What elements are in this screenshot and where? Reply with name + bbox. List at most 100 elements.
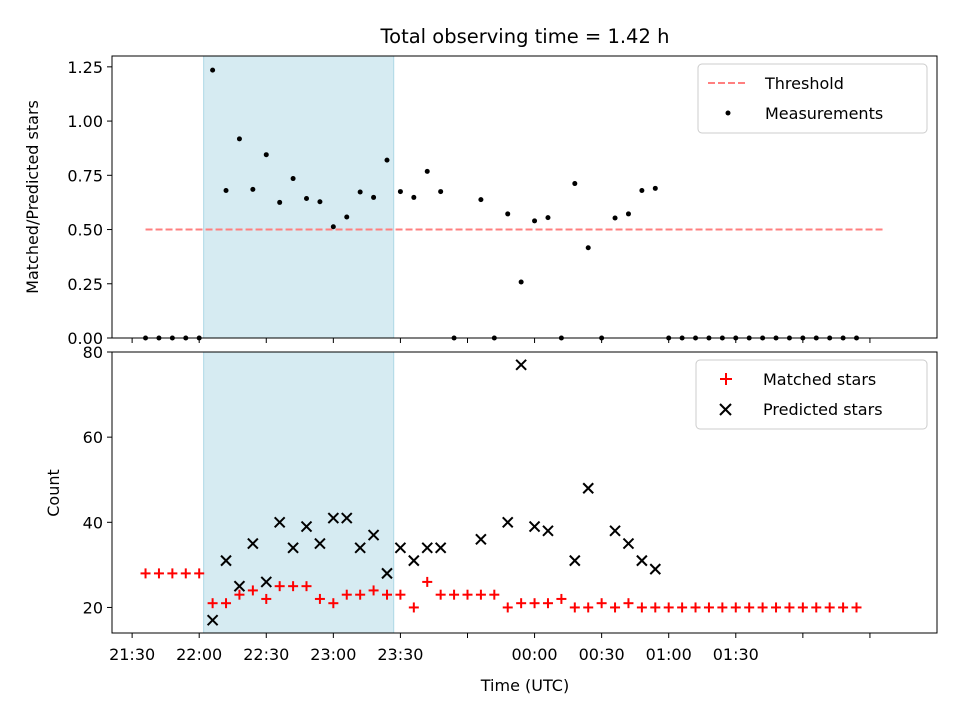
matched-stars-point: [838, 602, 849, 613]
predicted-stars-point: [394, 542, 407, 554]
measurement-point: [304, 196, 310, 202]
matched-stars-point: [301, 581, 312, 592]
legend-threshold-label: Threshold: [764, 74, 844, 93]
predicted-stars-point: [273, 516, 286, 529]
y-tick-label: 20: [83, 598, 103, 617]
matched-stars-point: [247, 585, 258, 596]
measurement-point: [438, 189, 444, 195]
legend-matched-label: Matched stars: [763, 370, 876, 389]
matched-stars-point: [797, 602, 808, 613]
matched-stars-point: [623, 598, 634, 609]
matched-stars-point: [703, 602, 714, 613]
matched-stars-point: [784, 602, 795, 613]
matched-stars-point: [583, 602, 594, 613]
x-tick-label: 21:30: [109, 645, 155, 664]
observing-window-span: [203, 55, 395, 339]
matched-stars-point: [167, 568, 178, 579]
matched-stars-point: [771, 602, 782, 613]
measurement-point: [411, 194, 417, 200]
predicted-stars-point: [582, 482, 594, 494]
predicted-stars-point: [300, 520, 313, 533]
predicted-stars-point: [569, 554, 581, 567]
measurement-point: [236, 136, 242, 142]
matched-stars-point: [757, 602, 768, 613]
matched-stars-point: [677, 602, 688, 613]
predicted-stars-point: [475, 533, 487, 546]
matched-stars-point: [395, 589, 406, 600]
y-tick-label: 0.25: [67, 275, 103, 294]
predicted-stars-point: [327, 512, 340, 524]
measurement-point: [290, 176, 296, 182]
x-tick-label: 00:00: [512, 645, 558, 664]
predicted-stars-point: [542, 525, 554, 537]
y-tick-label: 1.00: [67, 112, 103, 131]
predicted-stars-point: [636, 554, 648, 567]
predicted-stars-point: [622, 537, 635, 550]
predicted-stars-point: [381, 567, 393, 580]
x-tick-label: 22:00: [176, 645, 222, 664]
matched-stars-point: [744, 602, 755, 613]
measurement-point: [505, 211, 511, 217]
predicted-stars-point: [247, 537, 259, 550]
x-tick-label: 22:30: [243, 645, 289, 664]
predicted-stars-point: [528, 520, 541, 533]
measurement-point: [344, 214, 350, 220]
matched-stars-point: [341, 589, 352, 600]
matched-stars-point: [462, 589, 473, 600]
measurement-point: [397, 189, 403, 195]
legend-predicted-label: Predicted stars: [763, 400, 883, 419]
matched-stars-point: [811, 602, 822, 613]
matched-stars-point: [851, 602, 862, 613]
measurement-point: [210, 67, 216, 73]
matched-stars-point: [717, 602, 728, 613]
measurement-point: [317, 199, 323, 205]
top-legend-box: [697, 63, 928, 134]
matched-stars-point: [274, 581, 285, 592]
predicted-stars-point: [220, 554, 232, 567]
y-tick-label: 0.75: [67, 166, 103, 185]
matched-stars-point: [382, 589, 392, 600]
legend-predicted-swatch: [719, 403, 732, 416]
y-tick-label: 0.50: [67, 221, 103, 240]
x-tick-label: 23:00: [310, 645, 356, 664]
top-legend: Threshold Measurements: [697, 63, 928, 134]
matched-stars-point: [234, 589, 245, 600]
matched-stars-point: [221, 598, 232, 609]
matched-stars-point: [435, 589, 446, 600]
predicted-stars-point: [233, 580, 246, 592]
predicted-stars-point: [434, 542, 447, 554]
measurement-point: [585, 245, 591, 251]
top-y-axis-label: Matched/Predicted stars: [23, 100, 42, 294]
matched-stars-point: [194, 568, 205, 579]
matched-stars-point: [449, 589, 460, 600]
measurement-point: [223, 187, 229, 193]
bottom-axes: 20 40 60 80 21:30 22:00 22:30 23:00 23:30 00:00 0…: [44, 343, 938, 695]
x-tick-label: 00:30: [579, 645, 625, 664]
matched-stars-point: [408, 602, 419, 613]
predicted-stars-point: [206, 614, 219, 626]
x-tick-label: 01:00: [646, 645, 692, 664]
measurement-point: [263, 152, 269, 158]
matched-stars-point: [556, 593, 567, 604]
y-tick-label: 0.00: [67, 329, 103, 348]
matched-stars-point: [422, 576, 433, 587]
matched-stars-point: [529, 598, 540, 609]
matched-stars-point: [650, 602, 661, 613]
predicted-stars-point: [367, 529, 380, 541]
matched-stars-point: [368, 585, 379, 596]
measurement-point: [518, 279, 524, 285]
matched-stars-point: [596, 598, 607, 609]
measurement-point: [357, 189, 363, 195]
predicted-stars-point: [341, 512, 353, 524]
predicted-stars-point: [314, 537, 326, 550]
top-axes-frame: [111, 55, 938, 339]
matched-stars-point: [730, 602, 741, 613]
matched-stars-point: [502, 602, 513, 613]
matched-stars-point: [153, 568, 164, 579]
legend-measurements-swatch: [725, 110, 731, 116]
matched-stars-point: [636, 602, 647, 613]
y-tick-label: 40: [83, 513, 103, 532]
measurement-point: [250, 186, 256, 192]
figure-title: Total observing time = 1.42 h: [380, 25, 670, 48]
measurement-point: [532, 218, 538, 224]
